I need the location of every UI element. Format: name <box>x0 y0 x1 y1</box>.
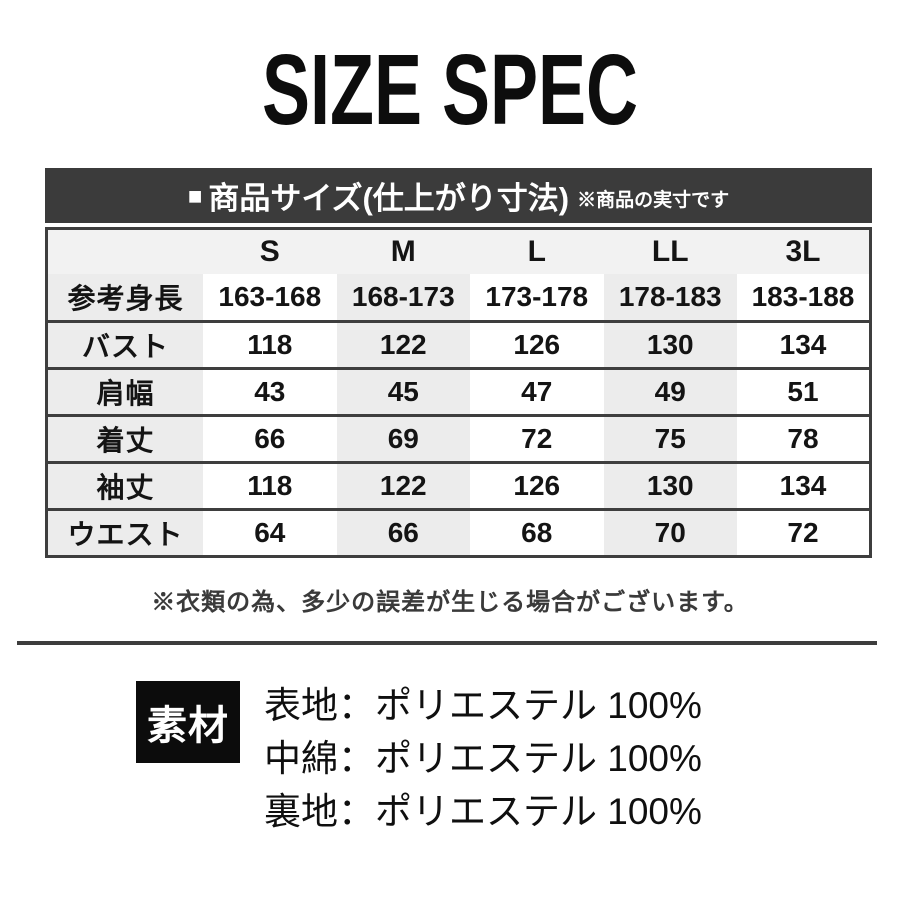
row-label: 着丈 <box>46 415 204 462</box>
size-cell: 78 <box>736 415 871 462</box>
row-label: 参考身長 <box>46 274 204 321</box>
section-divider <box>17 640 877 645</box>
size-cell: 68 <box>470 509 604 556</box>
size-cell: 183-188 <box>736 274 871 321</box>
page-title: SIZE SPEC <box>261 34 639 146</box>
size-cell: 134 <box>736 462 871 509</box>
material-label: 素材 <box>147 703 229 748</box>
size-cell: 45 <box>336 368 471 415</box>
size-cell: 118 <box>203 321 337 368</box>
size-cell: 72 <box>470 415 604 462</box>
size-cell: 72 <box>736 509 871 556</box>
table-row-waist: ウエスト 64 66 68 70 72 <box>46 509 871 556</box>
row-label: ウエスト <box>46 509 204 556</box>
size-cell: 70 <box>603 509 737 556</box>
size-cell: 168-173 <box>336 274 471 321</box>
material-label-box: 素材 <box>136 680 240 763</box>
material-line-lining: 裏地：ポリエステル 100% <box>264 790 702 832</box>
size-tolerance-note: ※衣類の為、多少の誤差が生じる場合がございます。 <box>151 588 749 616</box>
column-header-3l: 3L <box>736 228 871 274</box>
size-cell: 66 <box>203 415 337 462</box>
size-cell: 47 <box>470 368 604 415</box>
column-header-m: M <box>336 228 471 274</box>
table-row-sleeve: 袖丈 118 122 126 130 134 <box>46 462 871 509</box>
header-bar-subtitle: ※商品の実寸です <box>577 190 730 211</box>
size-cell: 64 <box>203 509 337 556</box>
table-row-length: 着丈 66 69 72 75 78 <box>46 415 871 462</box>
row-label: 肩幅 <box>46 368 204 415</box>
size-cell: 118 <box>203 462 337 509</box>
size-cell: 69 <box>336 415 471 462</box>
size-cell: 122 <box>336 462 471 509</box>
material-line-padding: 中綿：ポリエステル 100% <box>264 737 702 779</box>
size-cell: 49 <box>603 368 737 415</box>
size-cell: 178-183 <box>603 274 737 321</box>
size-cell: 130 <box>603 462 737 509</box>
size-cell: 173-178 <box>470 274 604 321</box>
row-label: バスト <box>46 321 204 368</box>
square-bullet-icon: ■ <box>187 182 203 210</box>
size-cell: 122 <box>336 321 471 368</box>
size-cell: 51 <box>736 368 871 415</box>
table-row-height: 参考身長 163-168 168-173 173-178 178-183 183… <box>46 274 871 321</box>
corner-cell <box>46 228 204 274</box>
table-row-shoulder: 肩幅 43 45 47 49 51 <box>46 368 871 415</box>
size-cell: 126 <box>470 321 604 368</box>
size-header-row: S M L LL 3L <box>46 228 871 274</box>
header-bar-title: 商品サイズ(仕上がり寸法) <box>208 181 570 216</box>
table-row-bust: バスト 118 122 126 130 134 <box>46 321 871 368</box>
size-cell: 75 <box>603 415 737 462</box>
size-cell: 130 <box>603 321 737 368</box>
column-header-ll: LL <box>603 228 737 274</box>
table-header-bar: ■ 商品サイズ(仕上がり寸法) ※商品の実寸です <box>45 168 872 223</box>
column-header-s: S <box>203 228 337 274</box>
materials-section: 素材 表地：ポリエステル 100% 中綿：ポリエステル 100% 裏地：ポリエス… <box>0 679 900 838</box>
size-cell: 66 <box>336 509 471 556</box>
size-cell: 134 <box>736 321 871 368</box>
size-cell: 43 <box>203 368 337 415</box>
size-cell: 163-168 <box>203 274 337 321</box>
material-line-outer: 表地：ポリエステル 100% <box>264 684 702 726</box>
size-cell: 126 <box>470 462 604 509</box>
size-spec-table: S M L LL 3L 参考身長 163-168 168-173 173-178… <box>45 227 872 558</box>
material-lines: 表地：ポリエステル 100% 中綿：ポリエステル 100% 裏地：ポリエステル … <box>264 679 702 838</box>
column-header-l: L <box>470 228 604 274</box>
row-label: 袖丈 <box>46 462 204 509</box>
